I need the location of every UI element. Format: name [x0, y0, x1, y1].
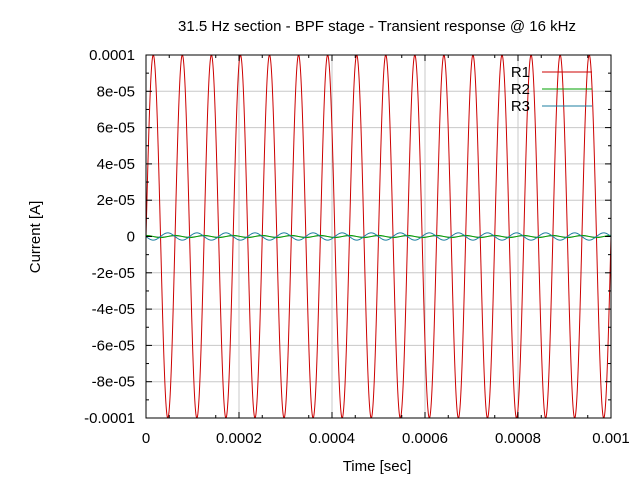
y-tick-label: -8e-05	[92, 374, 135, 391]
y-tick-label: 8e-05	[97, 83, 135, 100]
legend-label: R3	[511, 98, 530, 115]
x-tick-label: 0.0006	[402, 430, 448, 447]
y-tick-label: 6e-05	[97, 120, 135, 137]
x-axis-label: Time [sec]	[343, 458, 412, 475]
y-tick-label: -4e-05	[92, 301, 135, 318]
legend-label: R1	[511, 64, 530, 81]
y-tick-labels: 0.0001 8e-05 6e-05 4e-05 2e-05 0 -2e-05 -4e-05 -…	[84, 47, 135, 427]
y-axis-label: Current [A]	[27, 201, 44, 274]
series-group	[145, 54, 612, 419]
x-tick-label: 0.0008	[495, 430, 541, 447]
y-tick-label: 0	[127, 229, 135, 246]
y-tick-label: 2e-05	[97, 192, 135, 209]
x-tick-label: 0	[142, 430, 150, 447]
x-tick-label: 0.001	[592, 430, 630, 447]
legend-label: R2	[511, 81, 530, 98]
x-tick-labels: 0 0.0002 0.0004 0.0006 0.0008 0.001	[142, 430, 630, 447]
chart-title: 31.5 Hz section - BPF stage - Transient …	[178, 18, 576, 35]
x-tick-label: 0.0002	[216, 430, 262, 447]
y-tick-label: 0.0001	[89, 47, 135, 64]
y-tick-label: -0.0001	[84, 410, 135, 427]
y-tick-label: 4e-05	[97, 156, 135, 173]
x-tick-label: 0.0004	[309, 430, 355, 447]
series-line-r3	[145, 232, 612, 241]
grid	[146, 55, 611, 418]
y-tick-label: -2e-05	[92, 265, 135, 282]
y-tick-label: -6e-05	[92, 337, 135, 354]
ticks	[145, 54, 612, 419]
series-line-r2	[146, 234, 611, 239]
